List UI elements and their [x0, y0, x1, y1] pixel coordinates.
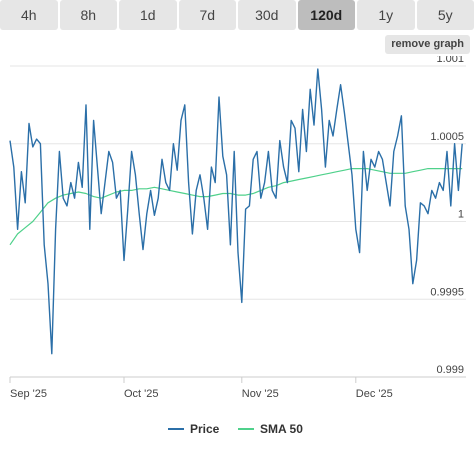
tab-30d[interactable]: 30d — [238, 0, 296, 30]
legend-price: Price — [168, 422, 220, 436]
x-tick-label: Nov '25 — [242, 388, 279, 400]
tab-1d[interactable]: 1d — [119, 0, 177, 30]
y-tick-label: 1.0005 — [430, 131, 464, 143]
price-series-line — [9, 68, 463, 355]
x-tick-label: Dec '25 — [356, 388, 393, 400]
time-range-tabs: 4h 8h 1d 7d 30d 120d 1y 5y — [0, 0, 474, 30]
x-tick-label: Sep '25 — [10, 388, 47, 400]
price-chart: 1.001 1.0005 1 0.9995 0.999 Sep '25 Oct '25 Nov… — [9, 56, 466, 436]
legend-label: SMA 50 — [260, 422, 303, 436]
legend-label: Price — [190, 422, 220, 436]
y-tick-label: 0.999 — [436, 364, 464, 376]
tab-1y[interactable]: 1y — [357, 0, 415, 30]
tab-5y[interactable]: 5y — [416, 0, 474, 30]
tab-4h[interactable]: 4h — [0, 0, 58, 30]
sma-series-line — [9, 167, 463, 246]
y-tick-label: 1 — [458, 209, 464, 221]
tab-8h[interactable]: 8h — [59, 0, 117, 30]
x-tick-label: Oct '25 — [124, 388, 159, 400]
y-tick-label: 1.001 — [436, 56, 464, 65]
tab-7d[interactable]: 7d — [178, 0, 236, 30]
remove-graph-button[interactable]: remove graph — [385, 35, 470, 54]
legend-sma: SMA 50 — [238, 422, 303, 436]
y-tick-label: 0.9995 — [430, 286, 464, 298]
tab-120d[interactable]: 120d — [297, 0, 355, 30]
